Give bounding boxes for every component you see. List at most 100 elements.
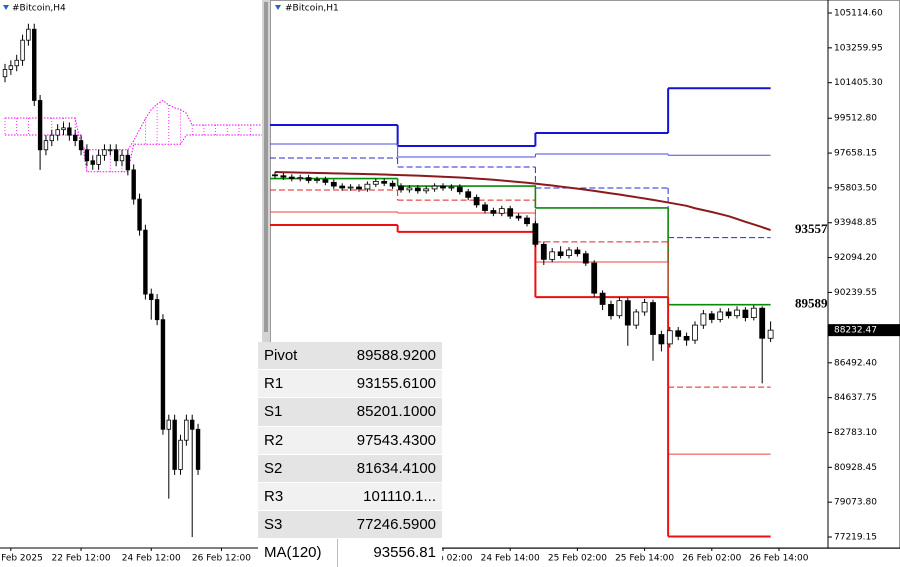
candle-body <box>67 127 72 136</box>
level-value: 101110.1... <box>337 482 442 512</box>
candle-body <box>280 175 287 178</box>
candle-body <box>725 311 732 317</box>
table-row: R1 93155.6100 <box>258 369 442 399</box>
last-price-tag <box>828 324 900 337</box>
candle-body <box>708 313 715 320</box>
y-tick-label: 80928.45 <box>834 463 877 473</box>
level-value: 93155.6100 <box>337 369 442 399</box>
candle-body <box>482 204 488 211</box>
chart-title: #Bitcoin,H4 <box>12 4 66 14</box>
candle-body <box>641 302 648 313</box>
candle-body <box>166 419 171 430</box>
candle-body <box>675 330 682 337</box>
level-value: 85201.1000 <box>337 397 442 427</box>
candle-body <box>549 251 556 260</box>
x-tick-label: 24 Feb 12:00 <box>122 554 181 564</box>
candle-body <box>574 249 581 255</box>
candle-body <box>184 419 189 441</box>
x-tick-label: 24 Feb 14:00 <box>481 554 540 564</box>
candle-body <box>381 181 388 184</box>
candle-body <box>557 251 564 257</box>
axes: Feb 2025 22 Feb 12:00 24 Feb 12:00 26 Feb 1… <box>1 9 900 564</box>
y-tick-label: 77219.15 <box>834 533 877 543</box>
y-tick-label: 97658.15 <box>834 149 877 159</box>
candle-body <box>591 262 598 294</box>
candle-body <box>750 307 757 318</box>
candle-body <box>683 335 690 341</box>
candle-body <box>272 174 278 177</box>
candle-body <box>113 149 119 162</box>
level-value: 77246.5900 <box>337 510 442 540</box>
x-tick-label: 26 Feb 12:00 <box>192 554 251 564</box>
candle-body <box>90 160 95 165</box>
candle-body <box>43 140 49 151</box>
candle-body <box>658 334 665 345</box>
candle-body <box>330 181 337 187</box>
candle-body <box>490 210 497 214</box>
candle-body <box>440 185 446 189</box>
candle-body <box>32 28 37 101</box>
x-tick-label: 26 Feb 02:00 <box>682 554 741 564</box>
y-tick-label: 92094.20 <box>834 253 877 263</box>
candle-body <box>61 127 66 131</box>
y-tick-label: 105114.60 <box>834 9 883 19</box>
y-tick-label: 99512.80 <box>834 114 877 124</box>
table-row: S2 81634.4100 <box>258 454 442 483</box>
candle-body <box>734 309 740 317</box>
candle-body <box>540 243 547 260</box>
candle-body <box>297 177 304 180</box>
level-name: MA(120) <box>258 538 339 567</box>
level-name: S2 <box>258 454 338 483</box>
table-row: S3 77246.5900 <box>258 510 442 540</box>
candle-body <box>189 419 195 430</box>
candle-body <box>767 329 774 339</box>
candle-body <box>700 313 707 326</box>
y-tick-label: 103259.95 <box>834 43 883 53</box>
h1-plot <box>270 87 774 538</box>
level-value: 81634.4100 <box>337 454 442 483</box>
candle-body <box>26 28 31 41</box>
level-value: 93556.81 <box>337 538 442 567</box>
candle-body <box>143 229 148 295</box>
candle-body <box>356 186 362 190</box>
candle-body <box>372 181 379 185</box>
ichimoku-span <box>5 134 262 173</box>
candle-body <box>178 439 183 470</box>
level-name: S1 <box>258 397 338 427</box>
candle-body <box>172 419 177 470</box>
candle-body <box>131 169 136 200</box>
candle-body <box>160 319 166 430</box>
candle-body <box>364 183 371 190</box>
candle-body <box>498 208 505 214</box>
candle-body <box>288 176 295 179</box>
candle-body <box>347 186 354 189</box>
level-value: 89588.9200 <box>337 342 442 371</box>
x-tick-label: 26 Feb 14:00 <box>749 554 808 564</box>
candle-body <box>119 154 125 162</box>
levels-table: Pivot 89588.9200 R1 93155.6100 S1 85201.1000 R… <box>258 342 442 567</box>
last-price-label: 88232.47 <box>834 326 877 336</box>
candle-body <box>314 179 320 181</box>
x-tick-label: 22 Feb 12:00 <box>52 554 111 564</box>
candle-body <box>431 185 438 190</box>
level-value: 97543.4300 <box>337 426 442 455</box>
candle-body <box>473 196 480 206</box>
candle-body <box>633 311 640 326</box>
candle-body <box>524 217 530 225</box>
candle-body <box>2 69 8 78</box>
candle-body <box>608 304 614 317</box>
x-tick-label: Feb 2025 <box>1 554 43 564</box>
y-tick-label: 90239.55 <box>834 288 877 298</box>
candle-body <box>742 309 749 318</box>
candle-body <box>566 249 572 257</box>
y-tick-label: 93948.85 <box>834 218 877 228</box>
level-annotation: 93557 <box>795 221 828 236</box>
candle-body <box>49 134 54 142</box>
scrollbar[interactable] <box>264 2 268 332</box>
candle-body <box>8 65 14 70</box>
candle-body <box>55 129 60 136</box>
candle-body <box>96 154 101 165</box>
candle-body <box>616 300 623 317</box>
y-tick-label: 101405.30 <box>834 78 883 88</box>
candle-body <box>582 253 589 264</box>
